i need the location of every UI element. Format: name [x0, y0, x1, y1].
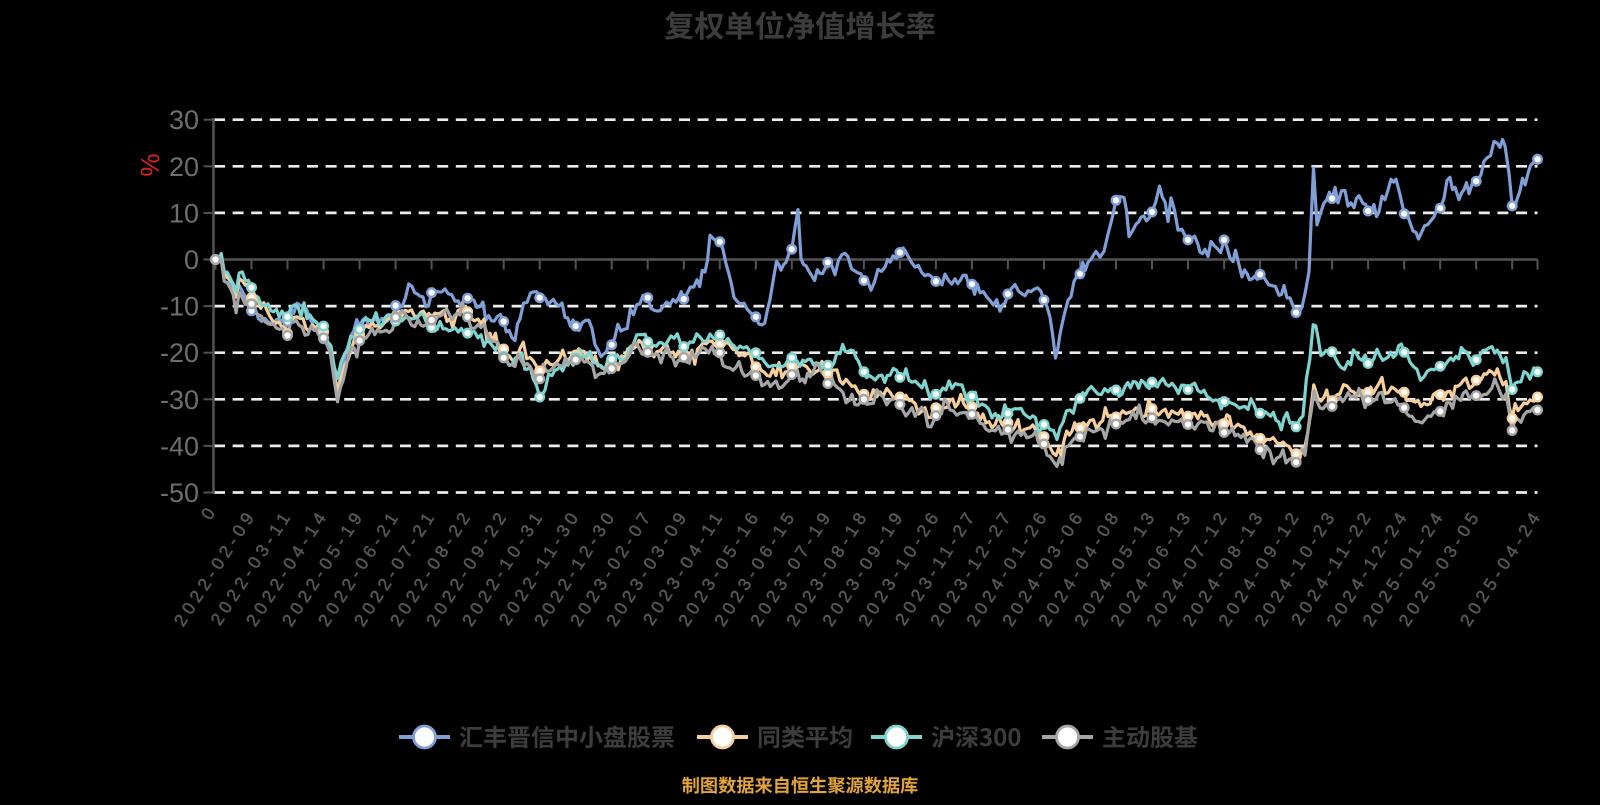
- svg-text:20: 20: [169, 152, 199, 182]
- svg-text:30: 30: [169, 105, 199, 135]
- svg-text:0: 0: [184, 245, 199, 275]
- svg-text:%: %: [135, 153, 165, 176]
- svg-text:-10: -10: [160, 292, 199, 322]
- svg-text:-50: -50: [160, 478, 199, 508]
- svg-text:10: 10: [169, 198, 199, 228]
- svg-text:-30: -30: [160, 385, 199, 415]
- svg-text:-40: -40: [160, 431, 199, 461]
- svg-text:-20: -20: [160, 338, 199, 368]
